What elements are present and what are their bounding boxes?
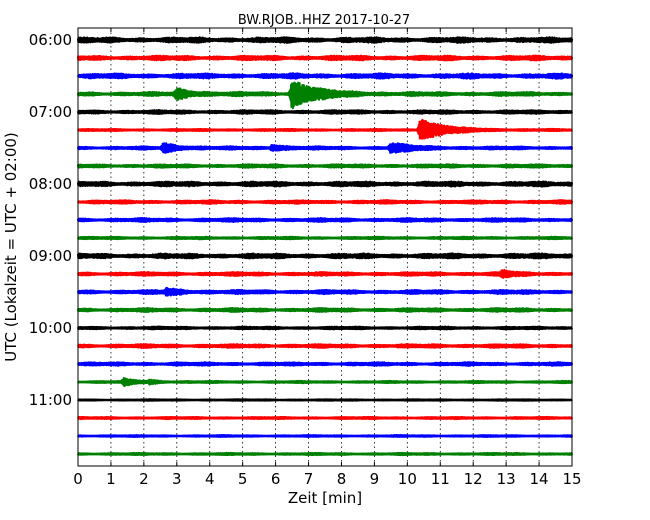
trace-0615	[76, 54, 574, 62]
trace-0915	[76, 268, 574, 279]
x-tick-label: 0	[73, 470, 83, 488]
y-tick-label: 08:00	[29, 175, 72, 193]
trace-0900	[76, 252, 574, 260]
x-axis-label: Zeit [min]	[288, 489, 362, 507]
plot-frame	[77, 27, 573, 467]
trace-0930	[76, 286, 574, 297]
y-tick-label: 07:00	[29, 103, 72, 121]
x-tick-label: 10	[398, 470, 417, 488]
x-tick-label: 2	[139, 470, 149, 488]
trace-0830	[76, 216, 574, 223]
trace-0715	[76, 118, 574, 140]
traces	[76, 36, 574, 457]
trace-0745	[76, 163, 574, 169]
trace-1145	[76, 451, 574, 457]
x-tick-label: 7	[304, 470, 314, 488]
trace-1045	[77, 376, 574, 387]
trace-0630	[76, 72, 574, 80]
x-tick-label: 5	[238, 470, 248, 488]
trace-0845	[76, 235, 574, 241]
trace-0730	[76, 142, 574, 154]
y-tick-label: 11:00	[29, 391, 72, 409]
trace-1130	[76, 434, 574, 438]
trace-1100	[77, 398, 573, 402]
x-tick-label: 11	[431, 470, 450, 488]
x-tick-label: 3	[172, 470, 182, 488]
x-tick-label: 9	[370, 470, 380, 488]
x-tick-label: 15	[562, 470, 581, 488]
trace-1115	[76, 415, 574, 421]
x-tick-label: 8	[337, 470, 347, 488]
axis-ticks: 0 1 2 3 4 5 6 7 8 9 10 11 12 13 14 1506:0007:0008:0009:…	[29, 28, 582, 488]
x-tick-label: 1	[106, 470, 116, 488]
x-tick-label: 14	[530, 470, 549, 488]
x-tick-label: 4	[205, 470, 215, 488]
trace-0645	[76, 81, 574, 110]
chart-title: BW.RJOB..HHZ 2017-10-27	[238, 13, 410, 28]
trace-0600	[76, 36, 574, 44]
trace-0945	[76, 306, 574, 314]
trace-0700	[76, 109, 574, 115]
y-tick-label: 10:00	[29, 319, 72, 337]
trace-0815	[76, 199, 574, 205]
y-tick-label: 06:00	[29, 31, 72, 49]
y-axis-label: UTC (Lokalzeit = UTC + 02:00)	[2, 132, 20, 362]
trace-0800	[76, 180, 574, 188]
trace-1030	[76, 361, 574, 367]
y-tick-label: 09:00	[29, 247, 72, 265]
trace-1000	[76, 325, 574, 331]
x-tick-label: 6	[271, 470, 281, 488]
x-tick-label: 12	[464, 470, 483, 488]
x-tick-label: 13	[497, 470, 516, 488]
trace-1015	[76, 343, 574, 350]
